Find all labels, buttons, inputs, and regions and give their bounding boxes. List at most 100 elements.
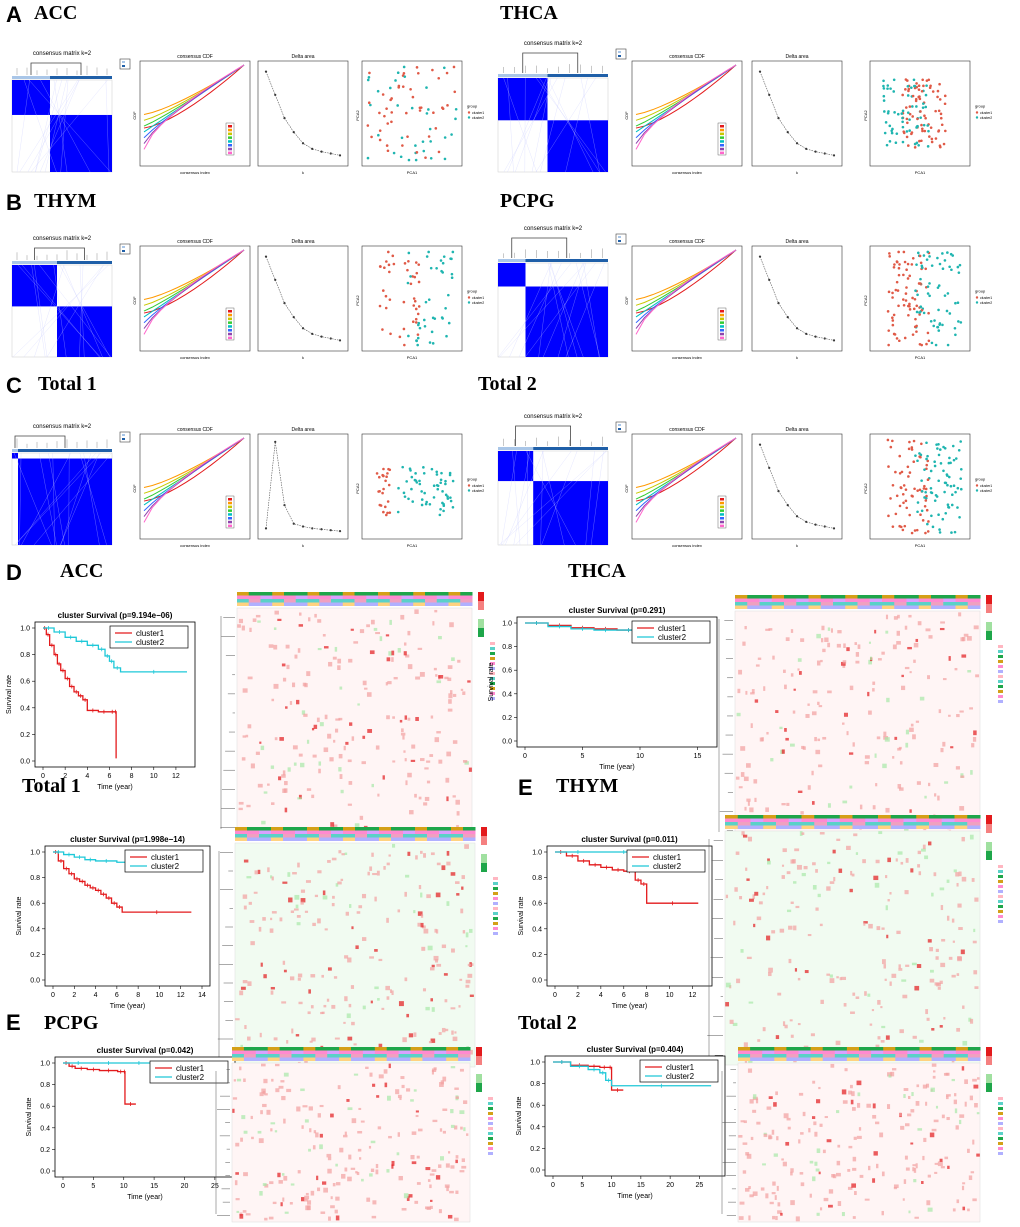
heatmap-cell — [450, 1007, 456, 1010]
matrix-legend — [615, 421, 627, 433]
heatmap-cell — [746, 798, 751, 802]
heatmap-cell — [927, 939, 932, 943]
heatmap-cell — [397, 909, 401, 913]
heatmap-cell — [423, 928, 429, 934]
heatmap-cell — [784, 1024, 788, 1029]
annotation-cell — [846, 1050, 860, 1054]
heatmap-cell — [286, 1040, 289, 1044]
annotation-cell — [788, 818, 802, 822]
heatmap-cell — [848, 1145, 853, 1149]
heatmap-cell — [259, 1032, 262, 1038]
x-tick-label: 15 — [694, 753, 702, 760]
heatmap-cell — [905, 742, 909, 748]
survival-ylabel: Survival rate — [16, 896, 23, 935]
y-tick-label: 0.0 — [20, 759, 30, 766]
heatmap-cell — [852, 1167, 857, 1171]
heatmap-cell — [242, 1210, 247, 1213]
annotation-legend-key — [490, 667, 495, 670]
annotation-cell — [422, 1050, 435, 1054]
heatmap-cell — [250, 763, 255, 769]
cdf-legend-key — [228, 313, 232, 317]
heatmap-cell — [375, 1169, 379, 1175]
legend-label: cluster1 — [151, 853, 180, 862]
heatmap-cell — [925, 1101, 928, 1106]
pca-xlabel: PCA1 — [407, 355, 418, 360]
heatmap-cell — [400, 1076, 405, 1080]
matrix-noise — [509, 262, 552, 358]
heatmap-cell — [418, 796, 422, 800]
annotation-cell — [446, 1050, 459, 1054]
pca-point — [891, 316, 894, 319]
annotation-cell — [750, 1050, 763, 1054]
cdf-legend-key — [720, 329, 724, 332]
panel-a-left-title: ACC — [34, 2, 78, 24]
heatmap-cell — [739, 896, 743, 900]
pca-point — [882, 94, 886, 98]
pca-point — [943, 446, 947, 450]
heatmap-cell — [877, 658, 882, 661]
heatmap-cell — [954, 1108, 958, 1114]
pca-point — [886, 310, 890, 313]
matrix-block — [498, 263, 526, 287]
pca-point — [366, 78, 370, 82]
annotation-cell — [295, 602, 308, 606]
delta-xlabel: k — [302, 355, 304, 360]
pca-point — [430, 330, 434, 334]
annotation-legend-key — [493, 902, 498, 905]
panel-b-letter: B — [6, 190, 22, 215]
heatmap-cell — [260, 1110, 263, 1115]
annotation-legend-key — [998, 1097, 1003, 1100]
heatmap-cell — [777, 1210, 782, 1214]
heatmap-bg — [234, 842, 476, 1068]
pca-point — [934, 109, 937, 113]
matrix-noise — [499, 262, 586, 358]
pca-point — [924, 267, 928, 271]
cdf-legend-key — [720, 310, 724, 313]
pca-point — [954, 457, 958, 460]
heatmap-cell — [879, 1132, 884, 1138]
pca-point — [414, 144, 417, 147]
heatmap-cell — [429, 1205, 433, 1209]
heatmap-cell — [411, 1131, 417, 1135]
heatmap-cell — [383, 866, 386, 870]
heatmap-cell — [367, 871, 370, 876]
pca-point — [448, 471, 452, 475]
heatmap-cell — [954, 1093, 957, 1097]
heatmap-cell — [238, 801, 244, 805]
matrix-noise — [31, 264, 46, 358]
delta-frame — [751, 60, 843, 167]
pca-point — [925, 342, 928, 346]
panel-e-letter: E — [6, 1010, 21, 1035]
annotation-cell — [763, 822, 777, 826]
heatmap-cell — [374, 986, 379, 990]
heatmap-cell — [257, 783, 263, 788]
delta-title: Delta area — [785, 239, 808, 245]
heatmap-cell — [800, 1132, 804, 1135]
annotation-cell — [342, 592, 355, 596]
pca-point — [918, 488, 922, 492]
pca-point — [382, 487, 385, 491]
heatmap-cell — [789, 743, 795, 747]
pca-point — [918, 343, 922, 346]
annotation-cell — [820, 605, 834, 609]
heatmap-cell — [362, 680, 367, 686]
heatmap-cell — [971, 743, 975, 748]
heatmap-cell — [816, 633, 821, 639]
x-tick-label: 0 — [551, 1182, 555, 1189]
pca-point — [907, 144, 910, 147]
annotation-cell — [351, 1050, 364, 1054]
annotation-cell — [771, 605, 785, 609]
heatmap-cell — [386, 862, 390, 866]
heatmap-cell — [399, 1097, 402, 1101]
heatmap-cell — [281, 663, 286, 667]
matrix-noise — [527, 450, 529, 546]
matrix-noise — [34, 264, 65, 358]
heatmap-cell — [967, 670, 972, 673]
heatmap-cell — [839, 977, 842, 981]
annotation-cell — [248, 602, 261, 606]
y-tick-label: 0.2 — [40, 1147, 50, 1154]
heatmap-cell — [877, 999, 881, 1005]
heatmap-cell — [903, 1094, 906, 1099]
heatmap-cell — [900, 1125, 905, 1130]
heatmap-cell — [377, 1126, 382, 1130]
